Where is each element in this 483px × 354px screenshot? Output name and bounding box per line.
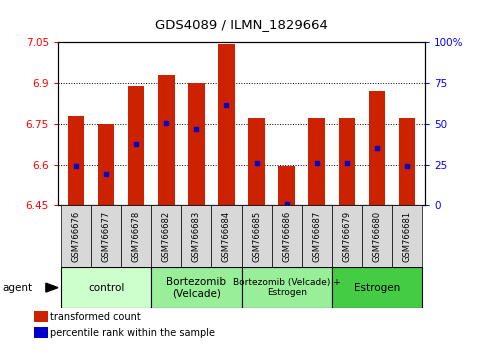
- Bar: [332, 205, 362, 267]
- Bar: [218, 44, 235, 205]
- Text: GSM766679: GSM766679: [342, 211, 351, 262]
- Bar: [242, 267, 332, 308]
- Text: GSM766687: GSM766687: [312, 211, 321, 262]
- Text: GSM766676: GSM766676: [71, 211, 81, 262]
- Bar: [369, 91, 385, 205]
- Bar: [98, 124, 114, 205]
- Bar: [61, 267, 151, 308]
- Bar: [309, 119, 325, 205]
- Text: Bortezomib
(Velcade): Bortezomib (Velcade): [166, 277, 227, 298]
- Text: GSM766680: GSM766680: [372, 211, 382, 262]
- Bar: [61, 205, 91, 267]
- Bar: [151, 267, 242, 308]
- Bar: [278, 166, 295, 205]
- Text: GSM766686: GSM766686: [282, 211, 291, 262]
- Text: GSM766684: GSM766684: [222, 211, 231, 262]
- Bar: [248, 119, 265, 205]
- Text: GSM766677: GSM766677: [101, 211, 111, 262]
- Bar: [332, 267, 422, 308]
- Bar: [398, 119, 415, 205]
- Bar: [181, 205, 212, 267]
- Bar: [339, 119, 355, 205]
- Text: Bortezomib (Velcade) +
Estrogen: Bortezomib (Velcade) + Estrogen: [233, 278, 341, 297]
- Text: control: control: [88, 282, 124, 293]
- Bar: [128, 86, 144, 205]
- Text: GDS4089 / ILMN_1829664: GDS4089 / ILMN_1829664: [155, 18, 328, 31]
- Bar: [362, 205, 392, 267]
- Text: GSM766683: GSM766683: [192, 211, 201, 262]
- Bar: [242, 205, 271, 267]
- Bar: [91, 205, 121, 267]
- Text: agent: agent: [2, 282, 32, 293]
- Bar: [121, 205, 151, 267]
- Bar: [34, 311, 48, 322]
- Bar: [392, 205, 422, 267]
- Polygon shape: [46, 283, 58, 292]
- Bar: [151, 205, 181, 267]
- Bar: [271, 205, 302, 267]
- Text: percentile rank within the sample: percentile rank within the sample: [50, 328, 215, 338]
- Bar: [68, 116, 85, 205]
- Bar: [158, 75, 174, 205]
- Text: GSM766682: GSM766682: [162, 211, 171, 262]
- Text: GSM766685: GSM766685: [252, 211, 261, 262]
- Bar: [212, 205, 242, 267]
- Text: Estrogen: Estrogen: [354, 282, 400, 293]
- Bar: [34, 327, 48, 338]
- Bar: [188, 83, 205, 205]
- Text: transformed count: transformed count: [50, 312, 141, 322]
- Text: GSM766678: GSM766678: [132, 211, 141, 262]
- Bar: [302, 205, 332, 267]
- Text: GSM766681: GSM766681: [402, 211, 412, 262]
